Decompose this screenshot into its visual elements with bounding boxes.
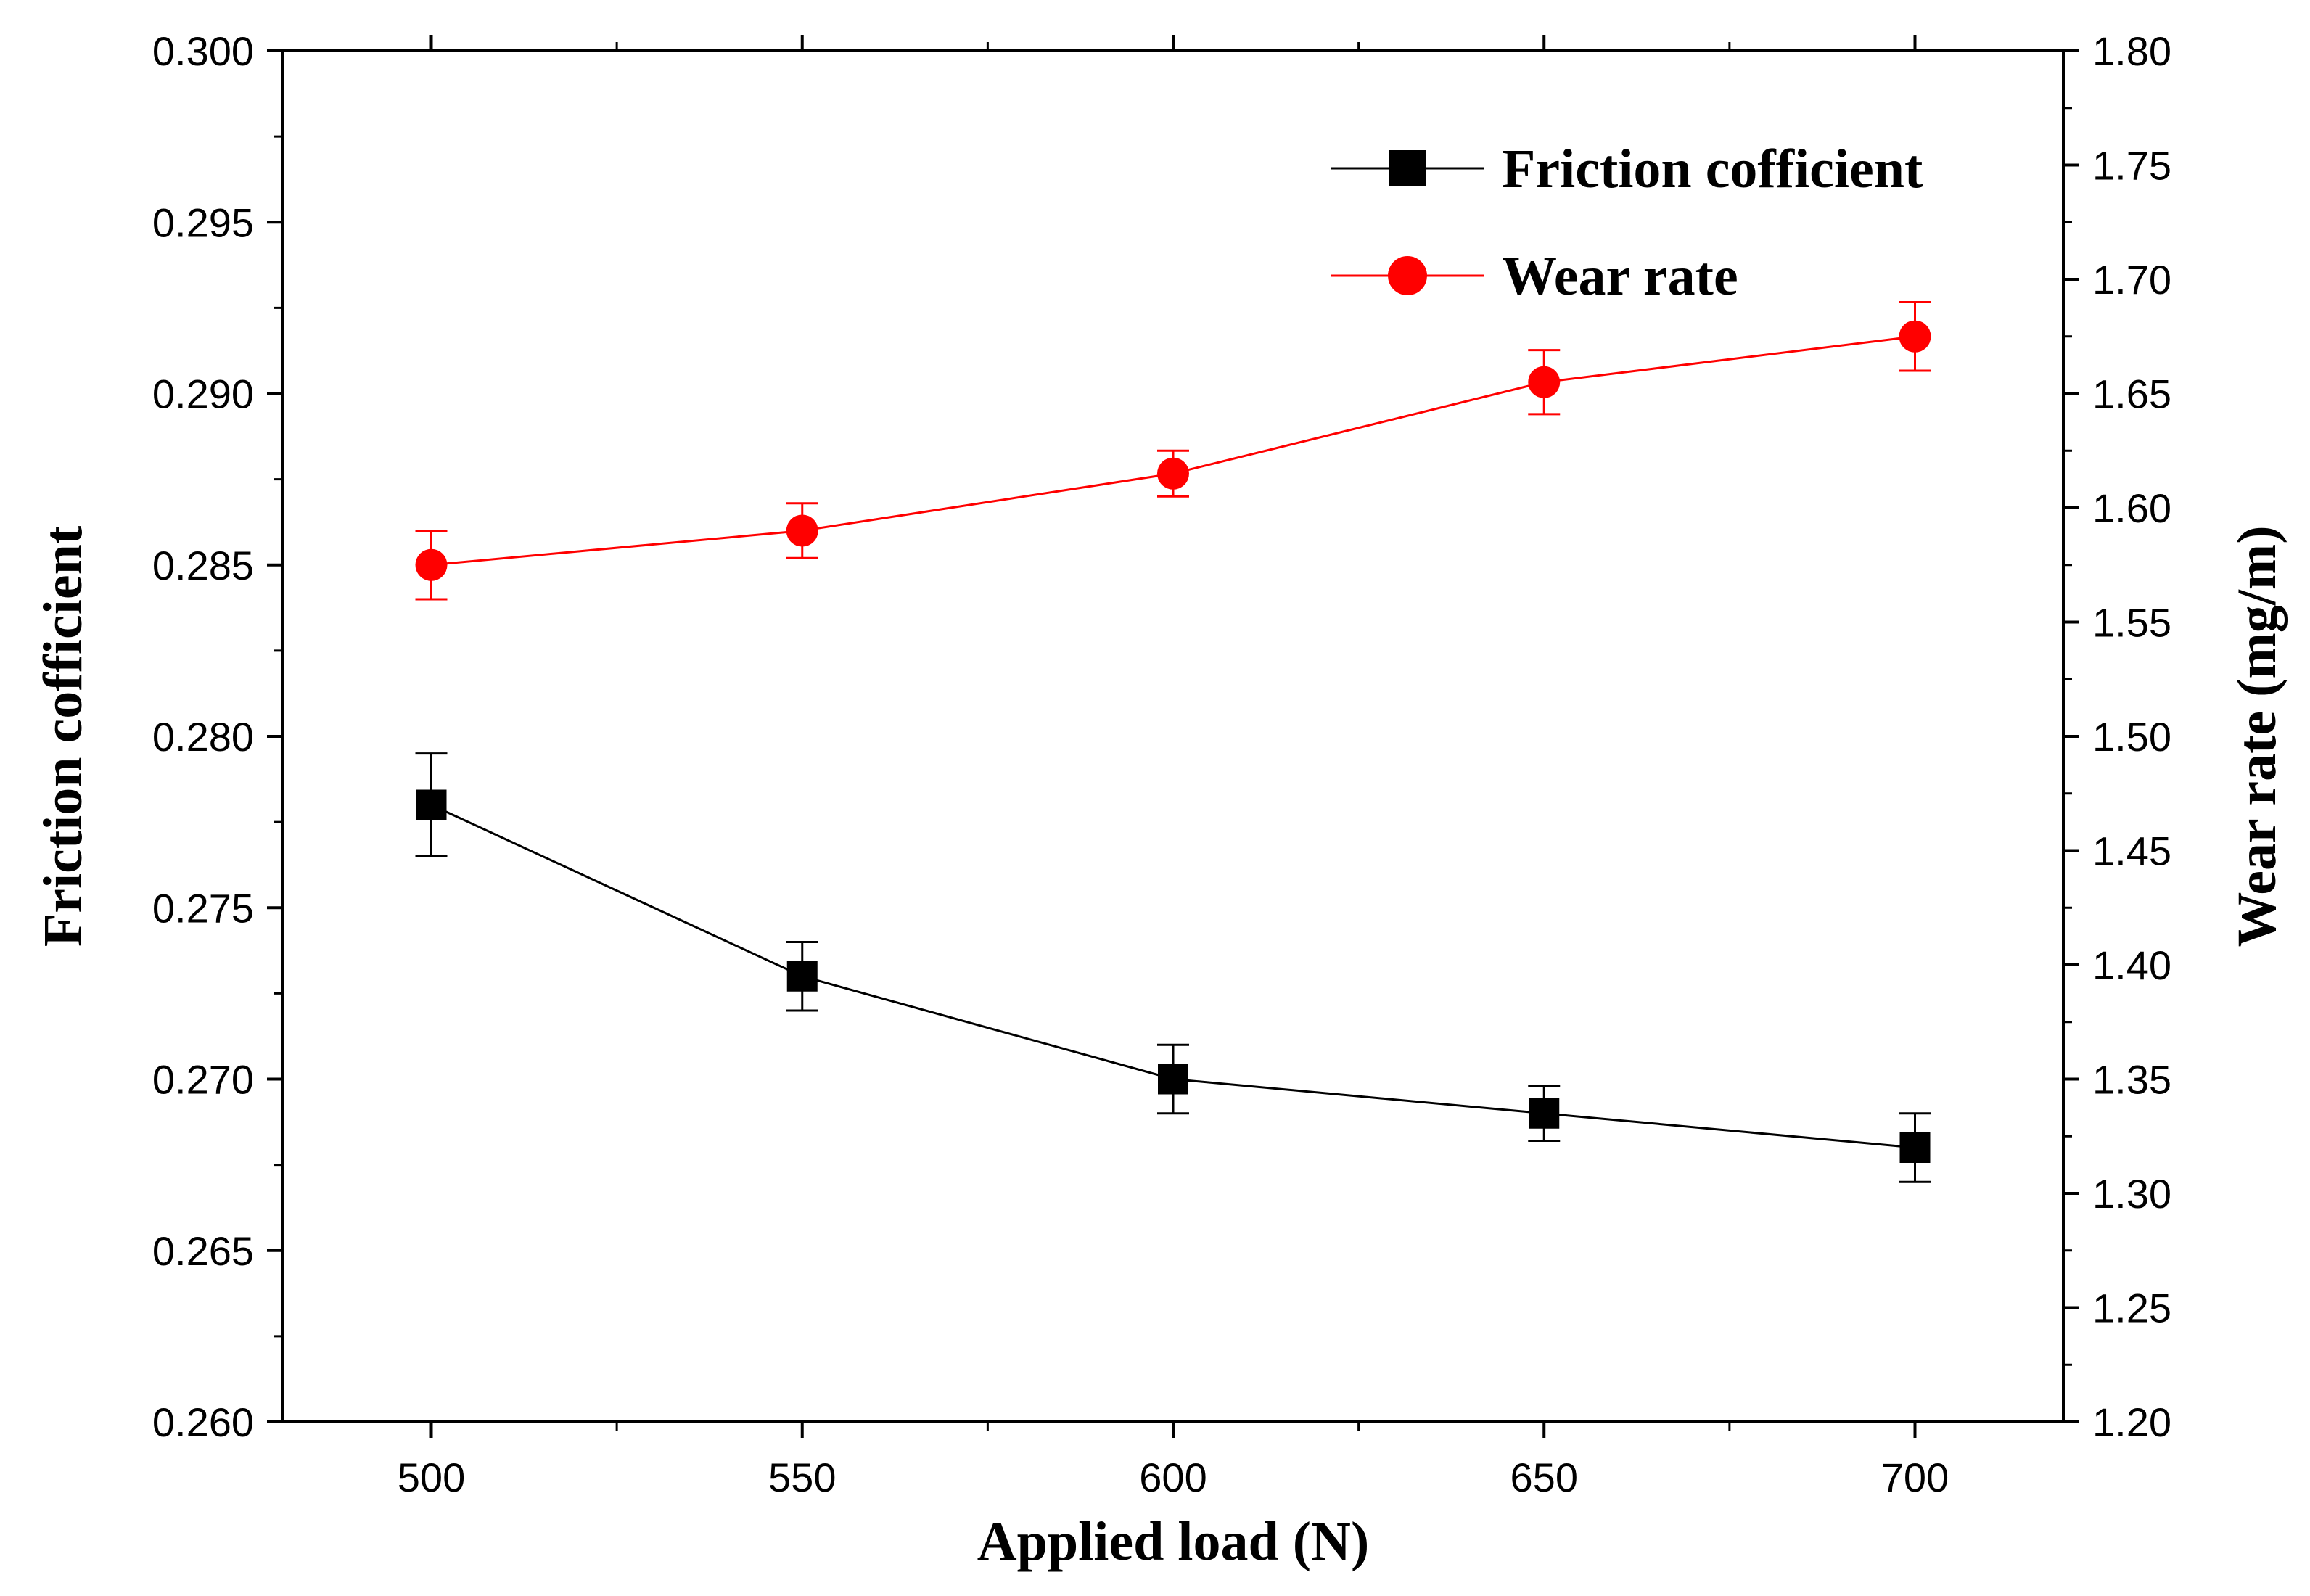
y-tick-label: 0.280: [152, 714, 254, 760]
y2-tick-label: 1.60: [2092, 485, 2171, 531]
y2-tick-label: 1.65: [2092, 371, 2171, 417]
legend-wear-marker: [1388, 256, 1427, 295]
y2-tick-label: 1.40: [2092, 942, 2171, 988]
y2-tick-label: 1.20: [2092, 1399, 2171, 1445]
legend-item-friction: Friction cofficient: [1331, 139, 1923, 200]
y2-tick-label: 1.35: [2092, 1057, 2171, 1103]
series-wear: [415, 301, 1931, 601]
y2-axis-title: Wear rate (mg/m): [2227, 525, 2288, 947]
data-point-friction: [1158, 1064, 1188, 1095]
y2-tick-label: 1.55: [2092, 600, 2171, 646]
series-layer: [415, 301, 1931, 1183]
data-point-friction: [786, 961, 818, 992]
legend: Friction cofficient Wear rate: [1331, 139, 1923, 307]
y2-tick-label: 1.70: [2092, 257, 2171, 303]
y-tick-label: 0.295: [152, 200, 254, 245]
legend-friction-label: Friction cofficient: [1502, 139, 1923, 200]
x-tick-label: 500: [398, 1455, 465, 1500]
y2-tick-label: 1.45: [2092, 828, 2171, 874]
data-point-wear: [1528, 366, 1561, 398]
x-axis-title: Applied load (N): [977, 1511, 1370, 1572]
legend-item-wear: Wear rate: [1331, 246, 1738, 307]
y-tick-label: 0.290: [152, 371, 254, 417]
y-tick-label: 0.265: [152, 1228, 254, 1274]
y2-tick-label: 1.30: [2092, 1171, 2171, 1217]
data-point-friction: [1899, 1132, 1931, 1163]
data-point-wear: [415, 548, 448, 581]
data-point-friction: [1529, 1098, 1560, 1129]
data-point-friction: [416, 789, 447, 820]
data-point-wear: [1157, 457, 1189, 490]
y-axis-title: Friction cofficient: [33, 526, 94, 947]
ticks-layer: 500 550 600 650 700 0.260 0.265 0.270 0.275 0.280…: [152, 28, 2171, 1500]
x-tick-label: 600: [1139, 1455, 1207, 1500]
y-tick-label: 0.285: [152, 543, 254, 588]
x-tick-label: 700: [1881, 1455, 1949, 1500]
y-tick-label: 0.300: [152, 28, 254, 74]
plot-frame: [281, 49, 2065, 1423]
y-tick-label: 0.260: [152, 1399, 254, 1445]
data-point-wear: [1899, 320, 1931, 353]
y2-tick-label: 1.75: [2092, 143, 2171, 189]
x-tick-label: 650: [1510, 1455, 1578, 1500]
y-tick-label: 0.270: [152, 1057, 254, 1103]
y-tick-label: 0.275: [152, 885, 254, 931]
x-tick-label: 550: [768, 1455, 836, 1500]
y2-tick-label: 1.25: [2092, 1286, 2171, 1331]
y2-tick-label: 1.80: [2092, 28, 2171, 74]
data-point-wear: [786, 514, 818, 547]
y2-tick-label: 1.50: [2092, 714, 2171, 760]
legend-friction-marker: [1389, 150, 1426, 186]
series-friction: [415, 752, 1931, 1183]
legend-wear-label: Wear rate: [1502, 246, 1738, 307]
